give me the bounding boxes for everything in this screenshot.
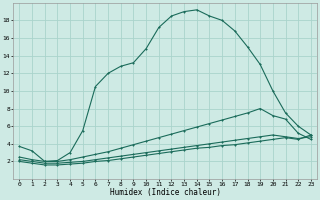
X-axis label: Humidex (Indice chaleur): Humidex (Indice chaleur) [110,188,220,197]
